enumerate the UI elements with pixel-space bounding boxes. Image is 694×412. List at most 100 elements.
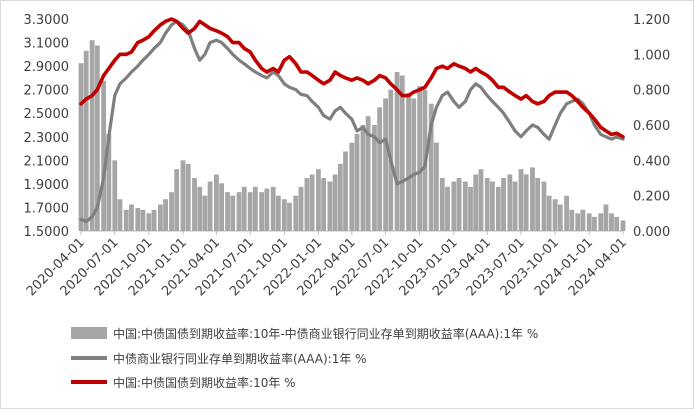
- spread-bar: [309, 174, 315, 231]
- right-axis-tick-label: 1.200: [633, 13, 670, 28]
- spread-bar: [225, 192, 230, 231]
- spread-bar: [394, 72, 400, 231]
- spread-bar: [495, 186, 501, 231]
- spread-bar: [151, 209, 157, 231]
- spread-bar: [185, 163, 191, 231]
- spread-bar: [575, 213, 581, 231]
- spread-bar: [270, 186, 276, 231]
- spread-bar: [169, 192, 174, 231]
- spread-bar: [146, 213, 152, 231]
- spread-bar: [112, 160, 118, 231]
- right-axis: 1.200 1.000 0.800 0.600 0.400 0.200 0.000: [633, 13, 670, 240]
- spread-bar: [377, 107, 383, 231]
- spread-bar: [259, 192, 265, 231]
- spread-bar: [174, 169, 180, 231]
- spread-bar: [197, 186, 203, 231]
- spread-bar: [468, 186, 473, 231]
- spread-bar: [434, 142, 439, 231]
- spread-bar: [541, 181, 547, 231]
- spread-bar: [135, 208, 141, 231]
- spread-bar: [411, 98, 417, 231]
- spread-bar: [219, 183, 224, 231]
- left-axis-tick-label: 3.1000: [24, 37, 70, 52]
- spread-bar: [207, 181, 213, 231]
- ncd-yield-line: [79, 19, 625, 224]
- right-axis-tick-label: 0.800: [633, 84, 670, 99]
- spread-bar: [192, 178, 197, 231]
- spread-bar: [332, 174, 338, 231]
- spread-bar: [89, 40, 95, 232]
- legend-label: 中国:中债国债到期收益率:10年 %: [113, 375, 296, 390]
- spread-bar: [117, 199, 123, 231]
- spread-bar: [337, 163, 343, 231]
- spread-bar: [236, 192, 242, 231]
- left-axis-tick-label: 2.1000: [24, 154, 70, 169]
- right-axis-tick-label: 0.200: [633, 190, 670, 205]
- spread-bar: [83, 50, 89, 231]
- spread-bar: [327, 181, 333, 231]
- left-axis-tick-label: 3.3000: [24, 13, 70, 28]
- spread-bar: [214, 174, 219, 231]
- spread-bar: [507, 174, 513, 231]
- spread-bar: [546, 195, 552, 231]
- spread-bar: [372, 125, 377, 231]
- legend-swatch-spread: [71, 327, 107, 339]
- left-axis-tick-label: 1.5000: [24, 225, 70, 240]
- left-axis-tick-label: 2.7000: [24, 84, 70, 99]
- spread-bar: [78, 63, 84, 231]
- spread-bar: [157, 204, 163, 231]
- spread-bar: [106, 133, 112, 231]
- spread-bar: [360, 125, 366, 231]
- spread-bar: [293, 195, 299, 231]
- spread-bar: [592, 216, 597, 231]
- left-axis-tick-label: 2.9000: [24, 60, 70, 75]
- spread-bar: [163, 199, 168, 231]
- spread-bar: [275, 195, 281, 231]
- legend-label: 中国:中债国债到期收益率:10年-中债商业银行同业存单到期收益率(AAA):1年…: [113, 326, 538, 341]
- left-axis: 3.3000 3.1000 2.9000 2.7000 2.5000 2.3000 2.10…: [24, 13, 70, 240]
- spread-bar: [123, 209, 129, 231]
- right-axis-tick-label: 0.400: [633, 154, 670, 169]
- spread-bar: [523, 174, 529, 231]
- spread-bar: [241, 186, 247, 231]
- spread-bar: [456, 178, 462, 231]
- right-axis-tick-label: 0.000: [633, 225, 670, 240]
- legend: 中国:中债国债到期收益率:10年-中债商业银行同业存单到期收益率(AAA):1年…: [71, 326, 538, 390]
- spread-bar: [129, 204, 134, 231]
- spread-bar: [140, 209, 146, 231]
- spread-bar: [264, 188, 270, 231]
- spread-bar: [343, 151, 348, 231]
- yield-lines: [79, 17, 625, 224]
- spread-bar: [281, 199, 287, 231]
- spread-bar: [399, 75, 405, 231]
- left-axis-tick-label: 2.5000: [24, 107, 70, 122]
- spread-bar: [462, 181, 468, 231]
- left-axis-tick-label: 1.9000: [24, 178, 70, 193]
- spread-bar: [304, 178, 310, 231]
- spread-bar: [614, 216, 620, 231]
- spread-bar: [569, 209, 575, 231]
- spread-bar: [298, 186, 304, 231]
- left-axis-tick-label: 1.7000: [24, 201, 70, 216]
- spread-bar: [535, 178, 541, 231]
- spread-bar: [501, 178, 506, 231]
- spread-bar: [598, 213, 604, 231]
- spread-bar: [247, 192, 253, 231]
- right-axis-tick-label: 0.600: [633, 119, 670, 134]
- spread-bar: [202, 195, 208, 231]
- spread-bar: [473, 174, 479, 231]
- spread-bar: [439, 178, 445, 231]
- spread-bar: [354, 133, 360, 231]
- right-axis-tick-label: 1.000: [633, 48, 670, 63]
- spread-bar: [101, 80, 107, 231]
- spread-bar: [230, 195, 236, 231]
- spread-bar: [417, 86, 423, 231]
- spread-bar: [321, 178, 327, 231]
- spread-bar: [478, 169, 484, 231]
- spread-bar: [316, 169, 321, 231]
- x-axis: 2020-04-012020-07-012020-10-012021-01-01…: [24, 231, 630, 299]
- spread-bar: [349, 142, 355, 231]
- spread-bar: [552, 199, 558, 231]
